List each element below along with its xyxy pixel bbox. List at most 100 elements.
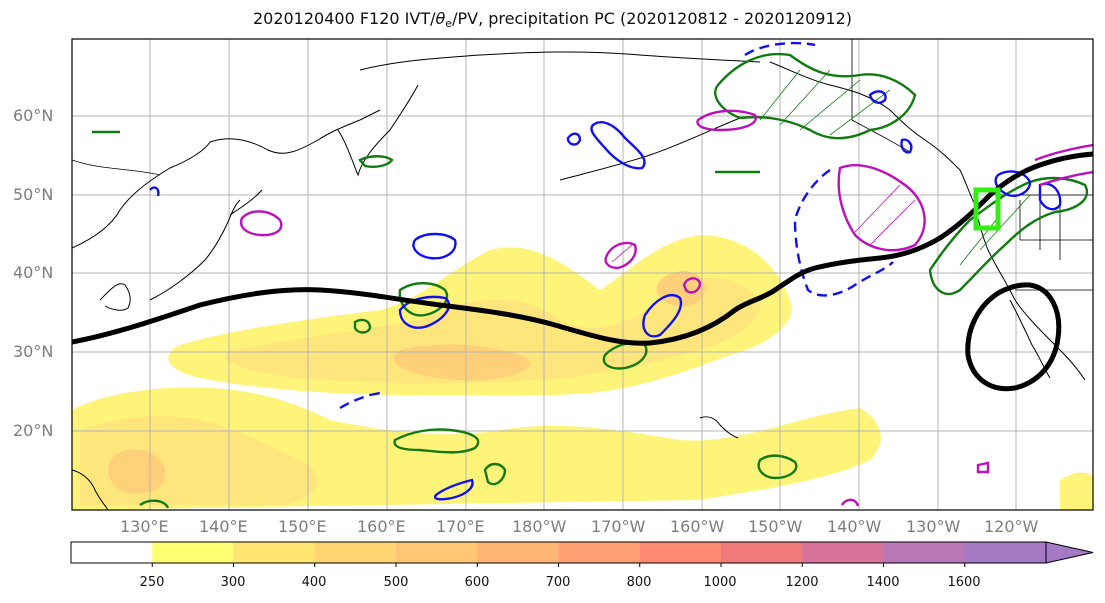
- ivt-region-ar-core-east: [656, 270, 706, 307]
- coast-kamchatka: [337, 84, 419, 177]
- precip-negative-contour: [398, 295, 451, 329]
- coast-japan: [149, 189, 263, 301]
- lon-label: 140°W: [827, 517, 882, 536]
- colorbar-segment: [964, 542, 1047, 563]
- title-suffix: /PV, precipitation PC (2020120812 - 2020…: [452, 9, 853, 28]
- pv-contour-main: [72, 151, 1093, 346]
- lon-label: 170°E: [436, 517, 485, 536]
- theta-e-contour: [696, 109, 757, 132]
- lon-label: 180°W: [512, 517, 567, 536]
- precip-negative-contour: [590, 121, 646, 170]
- colorbar-tick-label: 1400: [866, 575, 900, 590]
- colorbar-extend-arrow: [1045, 541, 1094, 564]
- colorbar-tick-label: 600: [464, 575, 490, 590]
- border-us-states: [1019, 195, 1093, 260]
- colorbar-tick-label: 250: [139, 575, 165, 590]
- lat-label: 20°N: [13, 421, 54, 440]
- lat-label: 30°N: [13, 342, 54, 361]
- lat-label: 40°N: [13, 263, 54, 282]
- lon-label: 130°W: [906, 517, 961, 536]
- coast-siberia: [359, 51, 761, 71]
- colorbar-tick-label: 1000: [703, 575, 737, 590]
- lon-label: 150°E: [278, 517, 327, 536]
- colorbar-tick-label: 800: [626, 575, 652, 590]
- precip-negative-dashed-contour: [744, 41, 816, 57]
- lon-label: 150°W: [748, 517, 803, 536]
- theta-e-contour: [976, 461, 990, 474]
- map-panel: [72, 39, 1093, 510]
- precip-positive-contour: [483, 462, 507, 486]
- theta-e-contour: [682, 277, 702, 294]
- precip-negative-contour: [868, 90, 887, 104]
- colorbar-tick-label: 1200: [785, 575, 819, 590]
- ivt-region-ar-core: [394, 344, 531, 381]
- theta-e-contour: [840, 498, 860, 507]
- theta-e-contour: [604, 241, 637, 270]
- precip-negative-contour: [900, 138, 913, 154]
- precip-negative-contour: [642, 293, 683, 338]
- colorbar-segment: [396, 542, 478, 563]
- precip-positive-contour: [928, 176, 1089, 296]
- precip-negative-contours: [149, 90, 1062, 501]
- colorbar-segment: [883, 542, 966, 563]
- coast-east-asia: [72, 109, 381, 249]
- coast-korea: [99, 283, 131, 311]
- colorbar-segment: [71, 542, 153, 563]
- colorbar-segment: [802, 542, 884, 563]
- ivt-shading: [72, 235, 1093, 510]
- map-frame: [71, 38, 1094, 511]
- precip-negative-contour: [994, 170, 1032, 197]
- colorbar-segment: [721, 542, 803, 563]
- coast-alaska: [769, 61, 961, 171]
- lon-label: 120°W: [984, 517, 1039, 536]
- precip-negative-dashed: [339, 41, 894, 410]
- precip-negative-contour: [566, 132, 582, 146]
- precip-negative-contour: [149, 186, 160, 197]
- precip-negative-dashed-contour: [339, 390, 386, 410]
- pv-contour-cutoff-low: [965, 282, 1062, 392]
- theta-e-contour: [239, 210, 283, 237]
- precip-positive-hatch: [759, 69, 1031, 266]
- colorbar-tick-label: 700: [545, 575, 571, 590]
- lat-label: 50°N: [13, 185, 54, 204]
- border-china-mongolia: [72, 159, 161, 176]
- precip-positive-contour: [757, 454, 798, 480]
- precip-negative-dashed-contour: [793, 169, 894, 297]
- lon-label: 130°E: [120, 517, 169, 536]
- lon-label: 140°E: [199, 517, 248, 536]
- lon-label: 160°E: [357, 517, 406, 536]
- precip-positive-contour: [714, 52, 917, 140]
- colorbar-tick-label: 300: [220, 575, 246, 590]
- lon-label: 170°W: [591, 517, 646, 536]
- lon-label: 160°W: [670, 517, 725, 536]
- colorbar-segment: [314, 542, 397, 563]
- colorbar: [70, 541, 1094, 567]
- colorbar-segment: [639, 542, 722, 563]
- ivt-region-ar-mid: [225, 277, 761, 384]
- coast-hawaii: [699, 416, 739, 439]
- ivt-region-east: [1060, 472, 1093, 510]
- theta-e-contour: [1034, 143, 1093, 187]
- colorbar-segment: [477, 542, 559, 563]
- precip-positive-hatching: [759, 69, 1031, 266]
- colorbar-tick-label: 500: [383, 575, 409, 590]
- colorbar-tick-label: 400: [301, 575, 327, 590]
- precip-positive-contour: [139, 499, 170, 509]
- title-prefix: 2020120400 F120 IVT/: [252, 9, 436, 28]
- title-theta: θ: [435, 9, 446, 28]
- precip-positive-contour: [353, 318, 372, 334]
- colorbar-tick-label: 1600: [947, 575, 981, 590]
- precip-positive-contour: [358, 155, 394, 168]
- title-theta-sub: e: [445, 17, 453, 30]
- precip-positive-contour: [393, 428, 480, 454]
- lat-label: 60°N: [13, 106, 54, 125]
- theta-e-hatching: [611, 184, 916, 263]
- pv-contours: [72, 151, 1093, 392]
- ivt-region-tropical-core: [108, 449, 166, 494]
- precip-negative-contour: [1038, 182, 1062, 211]
- precip-negative-contour: [412, 232, 457, 260]
- theta-e-contour: [837, 163, 926, 252]
- precip-negative-contour: [433, 478, 474, 501]
- colorbar-segment: [233, 542, 316, 563]
